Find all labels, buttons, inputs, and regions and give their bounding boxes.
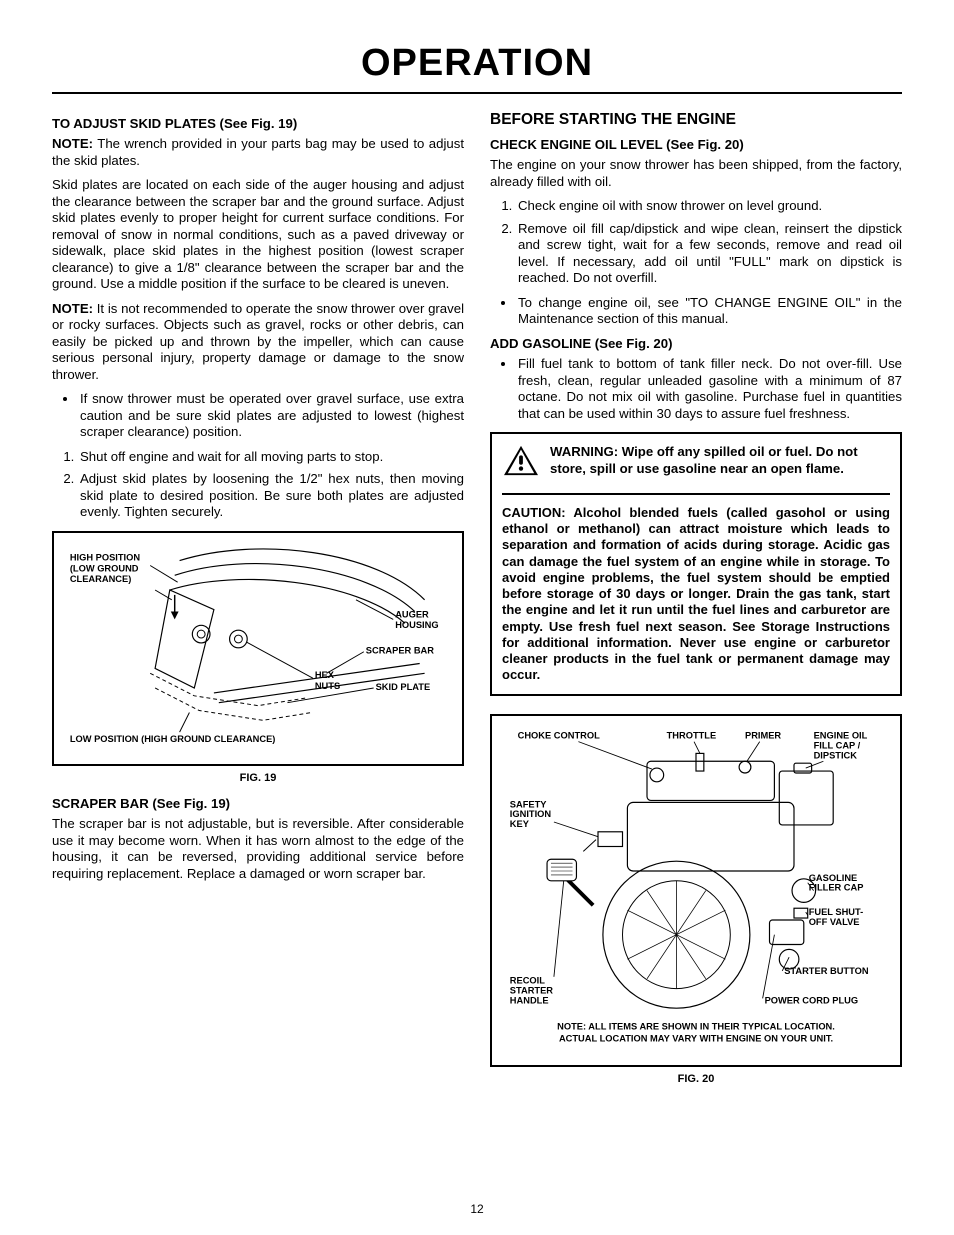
note-label: NOTE: <box>52 136 93 151</box>
note-gravel-text: It is not recommended to operate the sno… <box>52 301 464 382</box>
bullet-gas: Fill fuel tank to bottom of tank filler … <box>516 356 902 422</box>
figure-20-wrap: CHOKE CONTROL THROTTLE PRIMER ENGINE OIL… <box>490 714 902 1087</box>
fig20-label-throttle: THROTTLE <box>667 730 717 740</box>
fig20-label-gascap: GASOLINE FILLER CAP <box>809 872 864 892</box>
fig20-label-starterbtn: STARTER BUTTON <box>784 966 869 976</box>
note-wrench: NOTE: The wrench provided in your parts … <box>52 136 464 169</box>
p-skid-explain: Skid plates are located on each side of … <box>52 177 464 293</box>
caution-text: CAUTION: Alcohol blended fuels (called g… <box>502 505 890 684</box>
fig20-note-line2: ACTUAL LOCATION MAY VARY WITH ENGINE ON … <box>559 1033 833 1043</box>
bullet-change-oil: To change engine oil, see "TO CHANGE ENG… <box>516 295 902 328</box>
step-adjust: Adjust skid plates by loosening the 1/2"… <box>78 471 464 521</box>
warning-row: WARNING: Wipe off any spilled oil or fue… <box>502 444 890 495</box>
fig20-note-line1: NOTE: ALL ITEMS ARE SHOWN IN THEIR TYPIC… <box>557 1021 835 1031</box>
p-scraper-bar: The scraper bar is not adjustable, but i… <box>52 816 464 882</box>
fig19-label-auger: AUGER HOUSING <box>395 609 438 630</box>
page-number: 12 <box>0 1202 954 1217</box>
heading-add-gas: ADD GASOLINE (See Fig. 20) <box>490 336 902 353</box>
step-oil-level: Check engine oil with snow thrower on le… <box>516 198 902 215</box>
fig20-label-recoil: RECOIL STARTER HANDLE <box>510 975 556 1005</box>
heading-before-start: BEFORE STARTING THE ENGINE <box>490 110 902 129</box>
note-gravel: NOTE: It is not recommended to operate t… <box>52 301 464 384</box>
fig20-label-plug: POWER CORD PLUG <box>765 995 859 1005</box>
bullet-change-oil-item: To change engine oil, see "TO CHANGE ENG… <box>516 295 902 328</box>
figure-20-svg: CHOKE CONTROL THROTTLE PRIMER ENGINE OIL… <box>500 724 892 1057</box>
heading-check-oil: CHECK ENGINE OIL LEVEL (See Fig. 20) <box>490 137 902 154</box>
heading-skid-plates: TO ADJUST SKID PLATES (See Fig. 19) <box>52 116 464 133</box>
right-column: BEFORE STARTING THE ENGINE CHECK ENGINE … <box>490 108 902 1097</box>
figure-20-box: CHOKE CONTROL THROTTLE PRIMER ENGINE OIL… <box>490 714 902 1067</box>
figure-19-svg: HIGH POSITION (LOW GROUND CLEARANCE) AUG… <box>62 541 454 757</box>
note-label-2: NOTE: <box>52 301 93 316</box>
fig19-label-high: HIGH POSITION (LOW GROUND CLEARANCE) <box>70 552 143 584</box>
fig20-label-choke: CHOKE CONTROL <box>518 730 600 740</box>
warning-caution-box: WARNING: Wipe off any spilled oil or fue… <box>490 432 902 695</box>
step-oil-dipstick: Remove oil fill cap/dipstick and wipe cl… <box>516 221 902 287</box>
bullet-gravel-caution: If snow thrower must be operated over gr… <box>78 391 464 441</box>
fig20-caption: FIG. 20 <box>490 1073 902 1087</box>
title-rule <box>52 92 902 94</box>
fig20-label-key: SAFETY IGNITION KEY <box>510 799 554 829</box>
steps-skid: Shut off engine and wait for all moving … <box>78 449 464 521</box>
steps-oil: Check engine oil with snow thrower on le… <box>516 198 902 287</box>
fig20-label-primer: PRIMER <box>745 730 781 740</box>
fig20-label-shutoff: FUEL SHUT- OFF VALVE <box>809 907 866 927</box>
fig19-label-scraper: SCRAPER BAR <box>366 645 434 655</box>
two-column-layout: TO ADJUST SKID PLATES (See Fig. 19) NOTE… <box>52 108 902 1097</box>
fig19-label-skid: SKID PLATE <box>376 681 431 691</box>
heading-scraper-bar: SCRAPER BAR (See Fig. 19) <box>52 796 464 813</box>
p-oil-shipped: The engine on your snow thrower has been… <box>490 157 902 190</box>
warning-icon <box>502 444 540 483</box>
page-title: OPERATION <box>52 40 902 88</box>
bullet-list-gravel: If snow thrower must be operated over gr… <box>78 391 464 441</box>
fig20-label-oilcap: ENGINE OIL FILL CAP / DIPSTICK <box>814 730 870 760</box>
fig19-label-low: LOW POSITION (HIGH GROUND CLEARANCE) <box>70 733 276 743</box>
fig19-caption: FIG. 19 <box>52 772 464 786</box>
warning-text: WARNING: Wipe off any spilled oil or fue… <box>550 444 890 477</box>
step-shutoff: Shut off engine and wait for all moving … <box>78 449 464 466</box>
bullet-gas-item: Fill fuel tank to bottom of tank filler … <box>516 356 902 422</box>
figure-19-box: HIGH POSITION (LOW GROUND CLEARANCE) AUG… <box>52 531 464 767</box>
left-column: TO ADJUST SKID PLATES (See Fig. 19) NOTE… <box>52 108 464 1097</box>
note-wrench-text: The wrench provided in your parts bag ma… <box>52 136 464 168</box>
fig19-label-hex: HEX NUTS <box>315 670 340 691</box>
